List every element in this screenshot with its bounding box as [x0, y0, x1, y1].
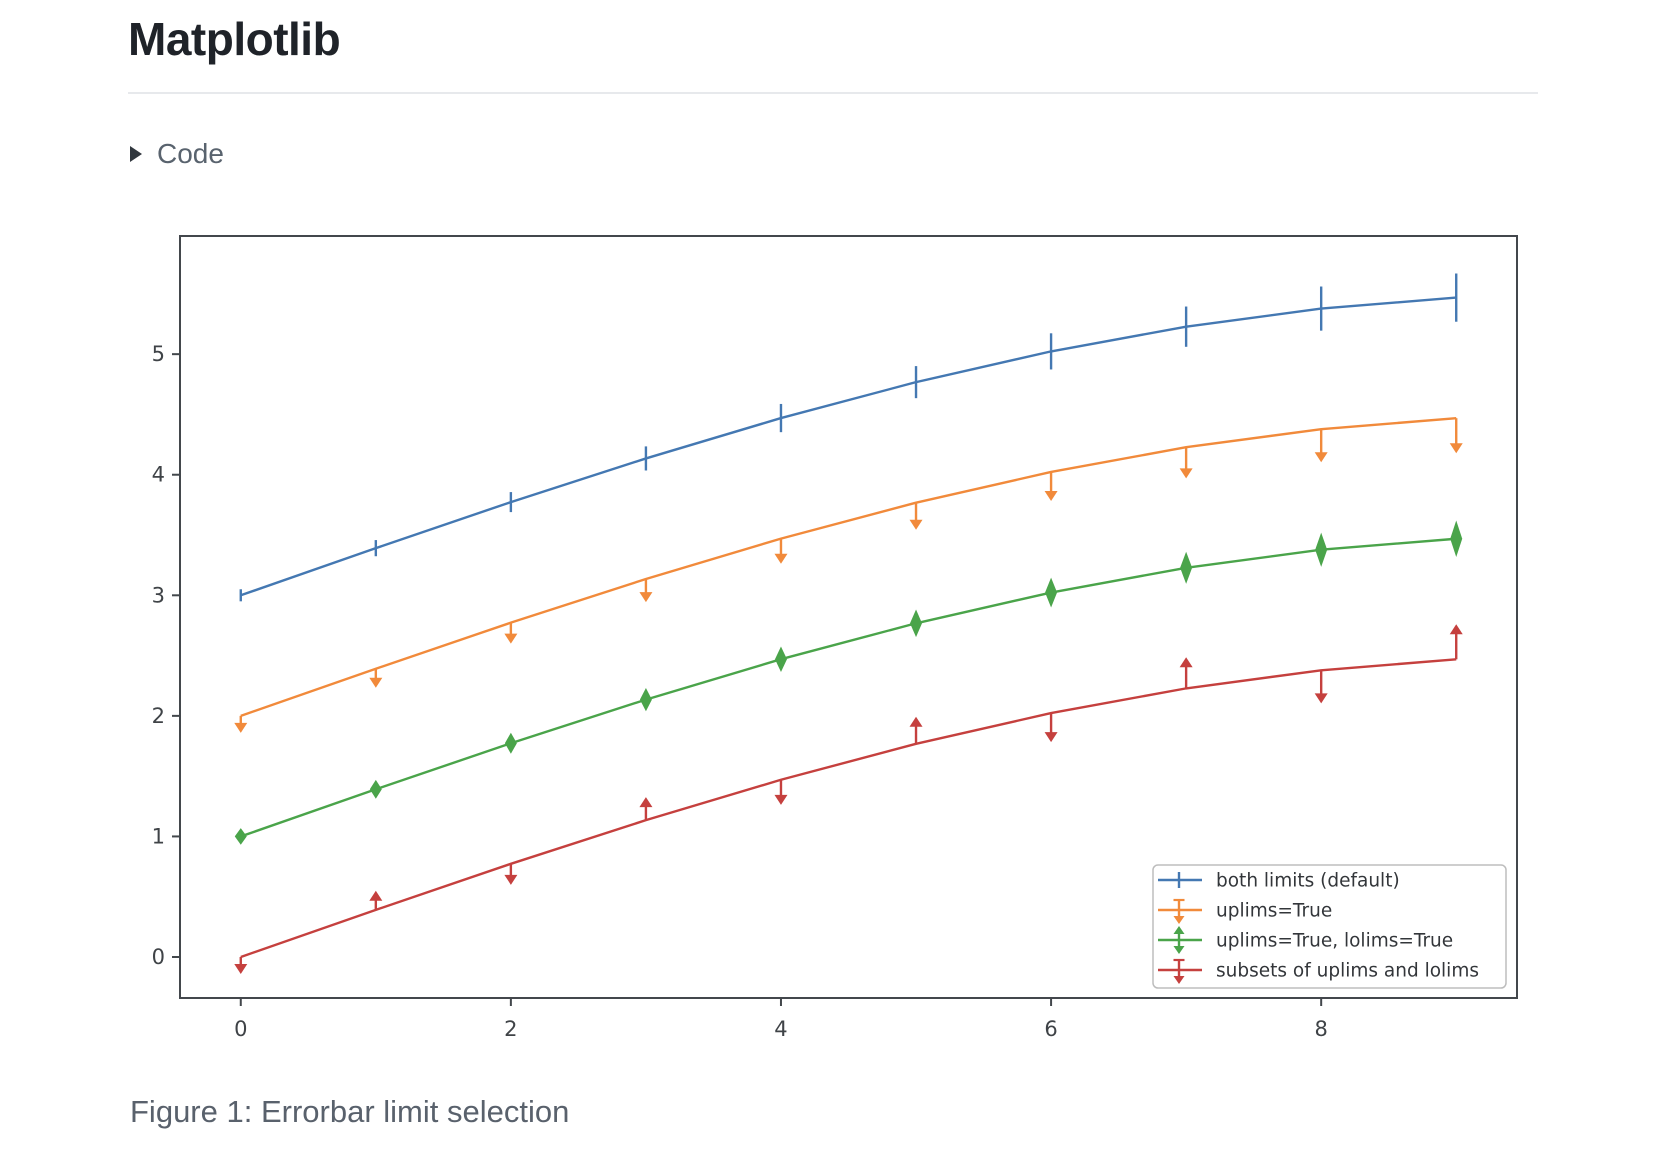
series-both-limits-default — [239, 273, 1458, 602]
page-title: Matplotlib — [128, 13, 341, 65]
x-tick-label: 4 — [774, 1017, 787, 1041]
series-uplims-true-lolims-true — [234, 520, 1463, 845]
figure-1-plot: 0 2 4 6 8 0 1 2 3 4 5 both limits (default) uplims=T… — [152, 235, 1518, 1041]
legend-label: subsets of uplims and lolims — [1216, 961, 1479, 982]
y-tick-label: 2 — [152, 704, 165, 728]
figure-caption: Figure 1: Errorbar limit selection — [130, 1094, 570, 1129]
legend-entry-subsets-of-uplims-and-lolims: subsets of uplims and lolims — [1158, 958, 1479, 984]
x-tick-label: 0 — [234, 1017, 247, 1041]
y-tick-label: 5 — [152, 342, 165, 366]
legend-label: uplims=True — [1216, 901, 1332, 922]
series-uplims-true — [234, 416, 1463, 733]
title-divider — [128, 92, 1538, 94]
x-tick-label: 8 — [1314, 1017, 1327, 1041]
axis-ticks: 0 2 4 6 8 0 1 2 3 4 5 — [152, 342, 1328, 1041]
series-subsets-of-uplims-and-lolims — [234, 624, 1463, 975]
legend-entry-uplims-true: uplims=True — [1158, 898, 1332, 924]
legend-entry-uplims-true-lolims-true: uplims=True, lolims=True — [1158, 926, 1453, 954]
triangle-right-icon — [130, 146, 142, 162]
legend-label: both limits (default) — [1216, 871, 1400, 892]
legend-entry-both-limits-default: both limits (default) — [1158, 871, 1400, 892]
legend: both limits (default) uplims=True uplims=T… — [1152, 864, 1507, 989]
x-tick-label: 2 — [504, 1017, 517, 1041]
code-toggle[interactable]: Code — [130, 138, 224, 170]
x-tick-label: 6 — [1044, 1017, 1057, 1041]
y-tick-label: 0 — [152, 945, 165, 969]
y-tick-label: 4 — [152, 463, 165, 487]
code-toggle-label: Code — [157, 138, 224, 169]
axes-frame — [179, 235, 1518, 999]
legend-label: uplims=True, lolims=True — [1216, 931, 1453, 952]
figure-1: 0 2 4 6 8 0 1 2 3 4 5 both limits (default) uplims=T… — [0, 210, 1666, 1065]
y-tick-label: 3 — [152, 583, 165, 607]
y-tick-label: 1 — [152, 824, 165, 848]
